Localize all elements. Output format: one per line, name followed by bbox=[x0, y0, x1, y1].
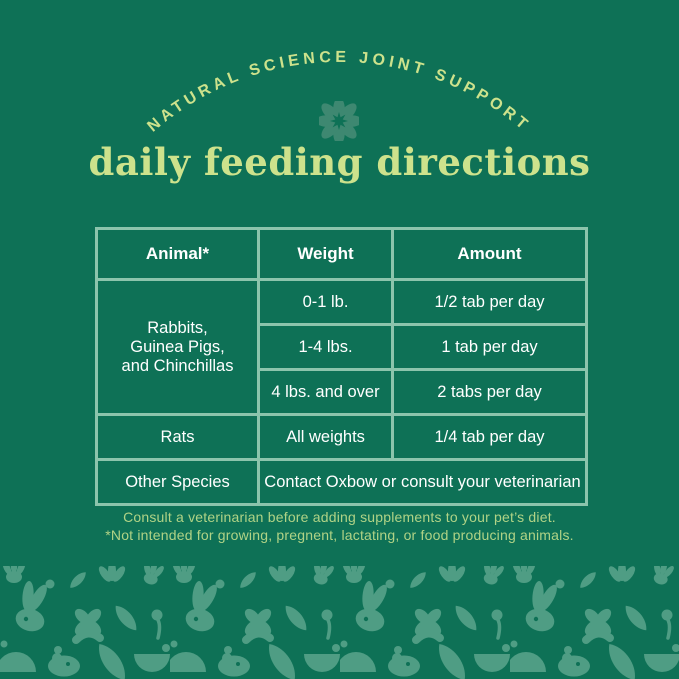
flower-rosette-icon bbox=[319, 101, 359, 141]
header-amount: Amount bbox=[391, 227, 588, 281]
header-animal: Animal* bbox=[95, 227, 260, 281]
weight-cell: 4 lbs. and over bbox=[257, 368, 394, 416]
animal-cell-rats: Rats bbox=[95, 413, 260, 461]
footnotes: Consult a veterinarian before adding sup… bbox=[0, 509, 679, 544]
header-weight: Weight bbox=[257, 227, 394, 281]
table-row: Rabbits, Guinea Pigs, and Chinchillas 0-… bbox=[95, 278, 588, 416]
amount-cell: 1 tab per day bbox=[391, 323, 588, 371]
animal-line: Rabbits, bbox=[147, 318, 208, 337]
bottom-decorative-pattern bbox=[0, 566, 679, 679]
table-row: Other Species Contact Oxbow or consult y… bbox=[95, 458, 588, 506]
animal-cell-other-species: Other Species bbox=[95, 458, 260, 506]
weight-cell: All weights bbox=[257, 413, 394, 461]
weight-cell: 0-1 lb. bbox=[257, 278, 394, 326]
weight-cell: 1-4 lbs. bbox=[257, 323, 394, 371]
table-row: Rats All weights 1/4 tab per day bbox=[95, 413, 588, 461]
footnote-line-1: Consult a veterinarian before adding sup… bbox=[123, 509, 556, 525]
footnote-line-2: *Not intended for growing, pregnent, lac… bbox=[105, 526, 574, 543]
animal-cell-rabbits: Rabbits, Guinea Pigs, and Chinchillas bbox=[95, 278, 260, 416]
table-header-row: Animal* Weight Amount bbox=[95, 227, 588, 281]
table-row: 1-4 lbs. 1 tab per day bbox=[97, 323, 588, 371]
star-cutout bbox=[330, 112, 348, 130]
other-species-note-cell: Contact Oxbow or consult your veterinari… bbox=[257, 458, 588, 506]
amount-cell: 2 tabs per day bbox=[391, 368, 588, 416]
table-row: 4 lbs. and over 2 tabs per day bbox=[97, 368, 588, 416]
page-title: daily feeding directions bbox=[88, 140, 591, 184]
feeding-directions-table: Animal* Weight Amount Rabbits, Guinea Pi… bbox=[95, 227, 588, 506]
amount-cell: 1/2 tab per day bbox=[391, 278, 588, 326]
animal-line: and Chinchillas bbox=[121, 356, 234, 375]
animal-line: Guinea Pigs, bbox=[130, 337, 225, 356]
amount-cell: 1/4 tab per day bbox=[391, 413, 588, 461]
